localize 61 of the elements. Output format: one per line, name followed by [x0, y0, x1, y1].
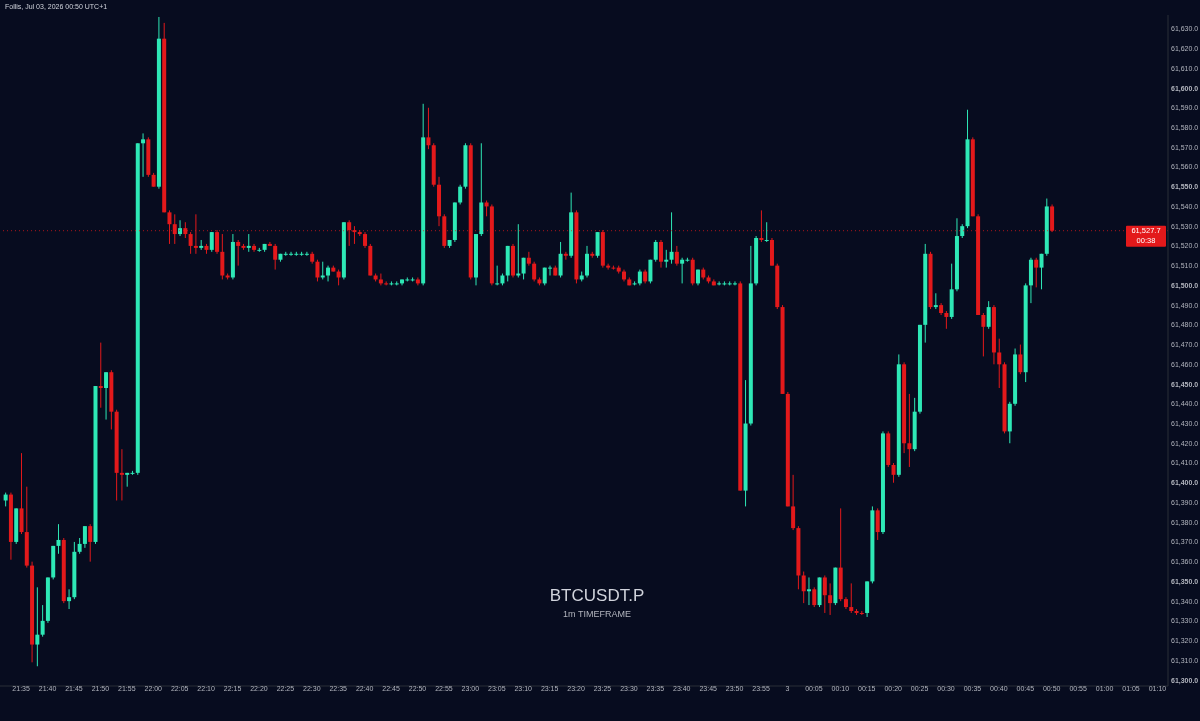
candlestick	[35, 586, 40, 667]
candlestick	[119, 448, 124, 501]
candlestick	[680, 257, 685, 284]
candlestick	[801, 571, 806, 604]
candlestick	[315, 259, 320, 282]
candlestick	[98, 342, 103, 409]
candlestick	[828, 582, 833, 616]
candlestick	[220, 233, 225, 280]
candlestick	[875, 507, 880, 541]
candlestick	[563, 251, 568, 261]
candlestick	[849, 582, 854, 614]
candlestick	[1018, 344, 1023, 375]
candlestick	[209, 231, 214, 253]
candlestick	[986, 300, 991, 330]
candlestick	[1034, 257, 1039, 288]
candlestick	[19, 452, 24, 535]
candlestick	[378, 273, 383, 286]
candlestick	[495, 265, 500, 286]
candlestick	[178, 219, 183, 237]
candlestick	[236, 239, 241, 267]
candlestick	[252, 243, 257, 253]
candlestick	[88, 523, 93, 563]
candlestick	[82, 525, 87, 549]
candlestick	[304, 251, 309, 257]
candlestick	[595, 231, 600, 259]
candlestick	[104, 371, 109, 421]
candlestick	[188, 231, 193, 255]
text: 1m TIMEFRAME	[562, 608, 632, 620]
candlestick	[891, 462, 896, 484]
candlestick	[822, 574, 827, 614]
candlestick	[415, 276, 420, 286]
candlestick	[516, 223, 521, 278]
candlestick	[791, 474, 796, 531]
candlestick	[997, 338, 1002, 389]
text: BTCUSDT.P	[548, 586, 646, 606]
candlestick	[40, 604, 45, 638]
candlestick	[812, 586, 817, 608]
candlestick	[669, 211, 674, 265]
candlestick	[585, 245, 589, 278]
candlestick	[267, 241, 272, 247]
candlestick	[717, 280, 722, 286]
candlestick	[56, 523, 61, 555]
candlestick	[532, 261, 537, 282]
candlestick	[606, 263, 611, 271]
candlestick	[141, 132, 146, 178]
candlestick	[907, 393, 912, 468]
candlestick	[653, 239, 658, 263]
candlestick	[806, 576, 811, 606]
candlestick	[981, 312, 986, 357]
candlestick	[1039, 253, 1044, 290]
candlestick	[764, 221, 769, 243]
candlestick	[426, 107, 431, 150]
candlestick	[558, 241, 563, 278]
candlestick	[273, 243, 278, 271]
candlestick	[674, 245, 679, 267]
candlestick	[690, 257, 695, 286]
candlestick	[458, 184, 463, 205]
candlestick	[67, 588, 72, 610]
candlestick	[658, 239, 663, 269]
candlestick	[732, 280, 737, 286]
candlestick	[526, 251, 531, 267]
